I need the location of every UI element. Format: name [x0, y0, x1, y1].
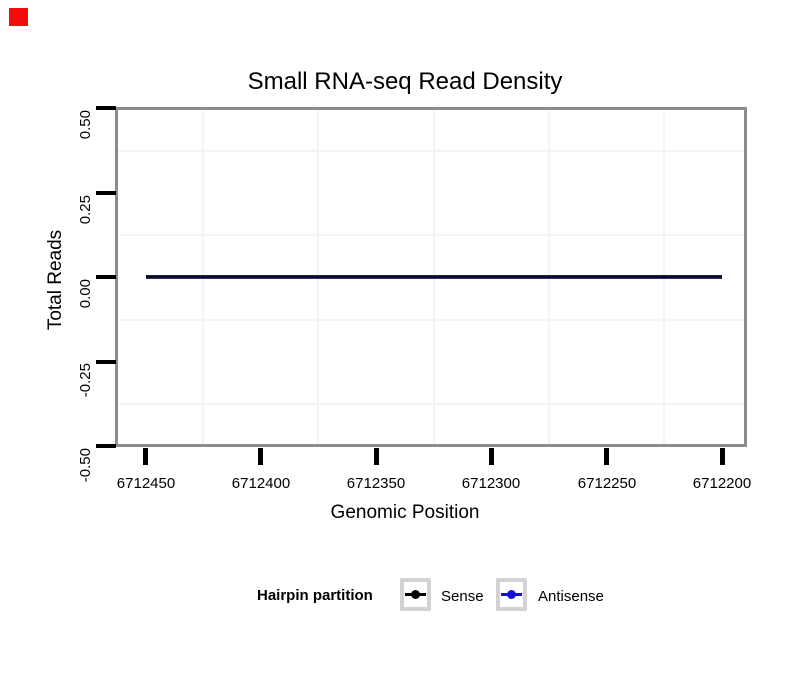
minor-gridline-horizontal — [118, 150, 744, 152]
y-tick — [96, 106, 116, 110]
x-tick-label: 6712200 — [692, 475, 752, 492]
x-tick — [258, 448, 263, 465]
legend-title: Hairpin partition — [257, 587, 373, 604]
y-tick — [96, 444, 116, 448]
legend-label-sense: Sense — [441, 588, 484, 605]
chart-title: Small RNA-seq Read Density — [247, 68, 563, 95]
y-tick — [96, 191, 116, 195]
x-tick-label: 6712450 — [116, 475, 176, 492]
legend-label-antisense: Antisense — [538, 588, 604, 605]
red-square-marker — [9, 8, 28, 26]
y-tick — [96, 275, 116, 279]
x-tick-label: 6712250 — [577, 475, 637, 492]
x-tick-label: 6712350 — [346, 475, 406, 492]
x-tick — [143, 448, 148, 465]
x-tick-label: 6712300 — [461, 475, 521, 492]
antisense-point-icon — [507, 590, 516, 599]
x-axis-title: Genomic Position — [330, 502, 480, 523]
series-line-sense-antisense — [146, 275, 722, 279]
x-tick — [374, 448, 379, 465]
x-tick — [720, 448, 725, 465]
x-tick — [489, 448, 494, 465]
minor-gridline-horizontal — [118, 234, 744, 236]
legend-key-sense — [400, 578, 431, 611]
sense-point-icon — [411, 590, 420, 599]
legend-key-antisense — [496, 578, 527, 611]
minor-gridline-horizontal — [118, 403, 744, 405]
x-tick — [604, 448, 609, 465]
minor-gridline-horizontal — [118, 319, 744, 321]
x-tick-label: 6712400 — [231, 475, 291, 492]
y-tick — [96, 360, 116, 364]
